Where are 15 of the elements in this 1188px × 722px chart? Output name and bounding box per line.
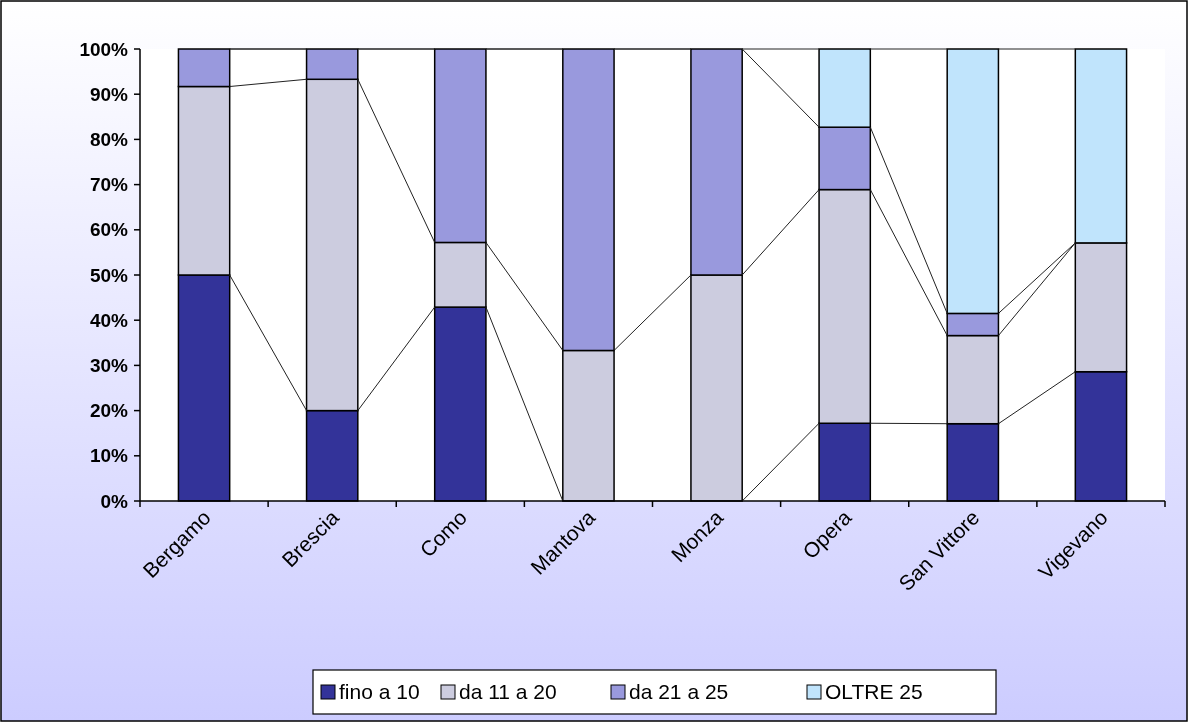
y-tick-label: 70% — [89, 174, 129, 196]
y-tick-label: 0% — [100, 490, 129, 512]
legend-label: da 21 a 25 — [629, 680, 729, 704]
legend-label: OLTRE 25 — [825, 680, 923, 704]
legend-label: fino a 10 — [339, 680, 420, 704]
y-tick-label: 30% — [89, 355, 129, 377]
legend-label: da 11 a 20 — [459, 680, 557, 704]
y-tick-label: 40% — [89, 309, 129, 331]
y-tick-label: 100% — [79, 38, 129, 60]
y-tick-label: 90% — [89, 83, 129, 105]
y-tick-label: 80% — [89, 129, 129, 151]
y-tick-label: 50% — [89, 264, 129, 286]
y-tick-label: 20% — [89, 400, 129, 422]
y-tick-label: 60% — [89, 219, 129, 241]
y-tick-label: 10% — [89, 445, 129, 467]
